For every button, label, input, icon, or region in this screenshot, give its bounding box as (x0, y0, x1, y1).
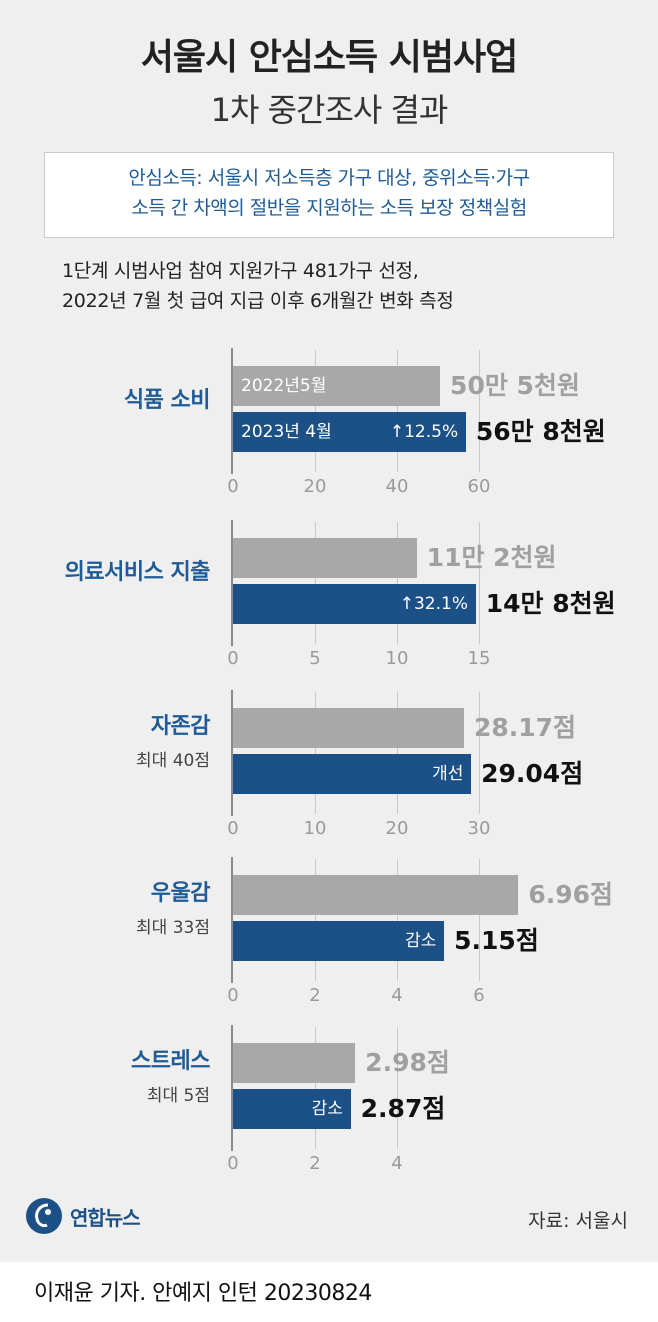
category-label: 자존감 (150, 714, 211, 739)
axis-line (231, 690, 233, 816)
bar-before (233, 708, 464, 748)
value-label-after: 29.04점 (481, 759, 584, 788)
tick-label: 4 (391, 985, 403, 1006)
value-label-before: 6.96점 (528, 880, 614, 909)
change-label: 개선 (432, 764, 464, 784)
gridline (479, 859, 480, 981)
category-label: 식품 소비 (123, 388, 211, 413)
yonhap-logo: 연합뉴스 (26, 1196, 186, 1240)
tick-label: 0 (227, 1153, 239, 1174)
yonhap-logo-icon (26, 1198, 62, 1234)
source-note: 자료: 서울시 (528, 1210, 628, 1232)
gridline (479, 522, 480, 644)
tick-label: 0 (227, 476, 239, 497)
value-label-after: 56만 8천원 (475, 417, 606, 446)
tick-label: 20 (385, 818, 409, 839)
value-label-after: 5.15점 (454, 926, 539, 955)
tick-label: 0 (227, 985, 239, 1006)
yonhap-logo-text: 연합뉴스 (70, 1206, 141, 1230)
category-label: 의료서비스 지출 (64, 560, 211, 585)
gridline (315, 1027, 316, 1149)
series-label: 2023년 4월 (241, 422, 332, 442)
category-subtitle: 최대 33점 (136, 918, 210, 938)
tick-label: 2 (309, 1153, 321, 1174)
gridline (397, 1027, 398, 1149)
definition-line: 안심소득: 서울시 저소득층 가구 대상, 중위소득·가구 (128, 167, 530, 189)
tick-label: 0 (227, 818, 239, 839)
gridline (315, 522, 316, 644)
value-label-after: 2.87점 (360, 1094, 446, 1123)
tick-label: 0 (227, 648, 239, 669)
tick-label: 20 (303, 476, 327, 497)
category-subtitle: 최대 5점 (146, 1086, 210, 1106)
tick-label: 10 (303, 818, 327, 839)
tick-label: 60 (467, 476, 491, 497)
change-label: ↑12.5% (389, 422, 459, 442)
tick-label: 6 (473, 985, 485, 1006)
tick-label: 30 (467, 818, 491, 839)
value-label-before: 2.98점 (365, 1048, 450, 1077)
bar-after (233, 921, 445, 961)
page-subtitle: 1차 중간조사 결과 (210, 91, 449, 129)
value-label-after: 14만 8천원 (485, 589, 616, 618)
axis-line (231, 1025, 233, 1151)
tick-label: 2 (309, 985, 321, 1006)
change-label: 감소 (311, 1099, 343, 1119)
value-label-before: 50만 5천원 (450, 371, 580, 400)
tick-label: 10 (385, 648, 409, 669)
series-label: 2022년5월 (241, 376, 327, 396)
bar-before (233, 366, 441, 406)
bar-after (233, 584, 476, 624)
definition-line: 소득 간 차액의 절반을 지원하는 소득 보장 정책실험 (131, 197, 527, 219)
change-label: 감소 (405, 931, 437, 951)
gridline (397, 350, 398, 472)
gridline (479, 350, 480, 472)
bar-after (233, 754, 472, 794)
bar-before (233, 875, 519, 915)
axis-line (231, 520, 233, 646)
definition-box: 안심소득: 서울시 저소득층 가구 대상, 중위소득·가구 소득 간 차액의 절… (44, 152, 614, 238)
bar-before (233, 1043, 356, 1083)
bar-before (233, 538, 417, 578)
credit-line: 이재윤 기자. 안예지 인턴 20230824 (34, 1281, 372, 1306)
tick-label: 15 (467, 648, 491, 669)
gridline (315, 350, 316, 472)
category-subtitle: 최대 40점 (136, 751, 210, 771)
value-label-before: 11만 2천원 (426, 543, 557, 572)
gridline (397, 692, 398, 814)
gridline (479, 692, 480, 814)
intro-text: 1단계 시범사업 참여 지원가구 481가구 선정, 2022년 7월 첫 급여… (62, 256, 622, 316)
category-label: 스트레스 (131, 1049, 210, 1074)
intro-line: 2022년 7월 첫 급여 지급 이후 6개월간 변화 측정 (62, 290, 454, 312)
category-label: 우울감 (150, 881, 211, 906)
change-label: ↑32.1% (399, 594, 468, 614)
gridline (315, 692, 316, 814)
tick-label: 4 (391, 1153, 403, 1174)
value-label-before: 28.17점 (473, 713, 577, 742)
tick-label: 40 (385, 476, 409, 497)
axis-line (231, 348, 233, 474)
bar-after (233, 412, 466, 452)
axis-line (231, 857, 233, 983)
page-title: 서울시 안심소득 시범사업 (140, 37, 518, 78)
gridline (397, 859, 398, 981)
bar-after (233, 1089, 351, 1129)
gridline (397, 522, 398, 644)
gridline (315, 859, 316, 981)
tick-label: 5 (309, 648, 321, 669)
intro-line: 1단계 시범사업 참여 지원가구 481가구 선정, (62, 260, 419, 282)
